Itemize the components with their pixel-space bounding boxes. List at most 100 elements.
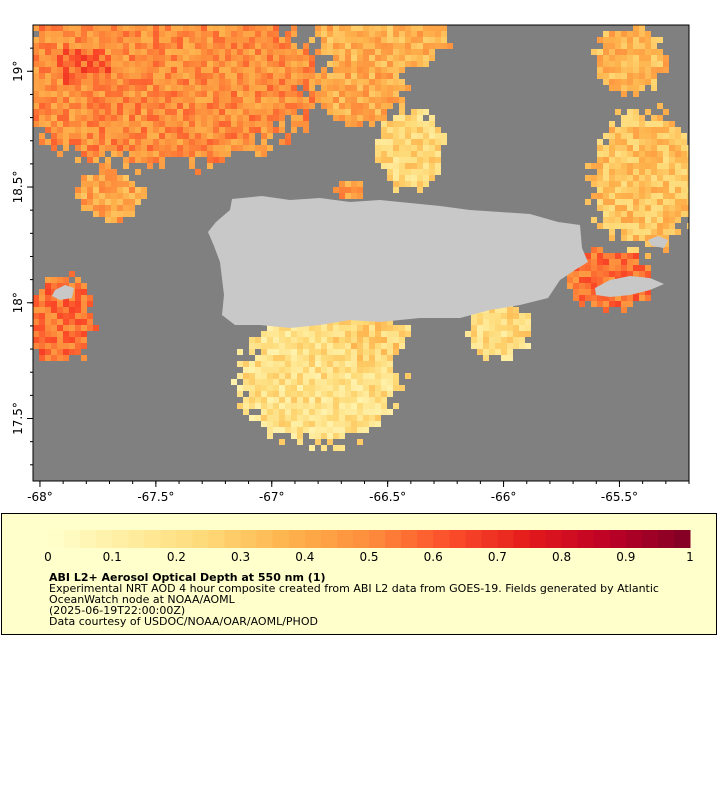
- aod-pixel: [351, 55, 357, 61]
- aod-pixel: [39, 97, 45, 103]
- aod-pixel: [285, 85, 291, 91]
- aod-pixel: [375, 91, 381, 97]
- aod-pixel: [381, 343, 387, 349]
- aod-pixel: [141, 49, 147, 55]
- aod-pixel: [93, 187, 99, 193]
- aod-pixel: [255, 91, 261, 97]
- aod-pixel: [135, 193, 141, 199]
- aod-pixel: [609, 127, 615, 133]
- aod-pixel: [387, 151, 393, 157]
- aod-pixel: [159, 139, 165, 145]
- aod-pixel: [579, 277, 585, 283]
- aod-pixel: [609, 157, 615, 163]
- aod-pixel: [111, 205, 117, 211]
- aod-pixel: [651, 127, 657, 133]
- aod-pixel: [267, 373, 273, 379]
- aod-pixel: [363, 55, 369, 61]
- aod-pixel: [639, 73, 645, 79]
- aod-pixel: [393, 79, 399, 85]
- aod-pixel: [633, 259, 639, 265]
- aod-pixel: [639, 55, 645, 61]
- aod-pixel: [63, 25, 69, 31]
- aod-pixel: [669, 229, 675, 235]
- aod-pixel: [267, 337, 273, 343]
- aod-pixel: [639, 211, 645, 217]
- aod-pixel: [345, 355, 351, 361]
- aod-pixel: [393, 73, 399, 79]
- aod-pixel: [645, 187, 651, 193]
- aod-pixel: [99, 145, 105, 151]
- aod-pixel: [645, 265, 651, 271]
- aod-pixel: [153, 97, 159, 103]
- aod-pixel: [303, 367, 309, 373]
- aod-pixel: [471, 319, 477, 325]
- aod-pixel: [309, 55, 315, 61]
- aod-pixel: [411, 139, 417, 145]
- aod-pixel: [81, 37, 87, 43]
- aod-pixel: [285, 133, 291, 139]
- aod-pixel: [663, 109, 669, 115]
- aod-pixel: [63, 145, 69, 151]
- aod-pixel: [639, 271, 645, 277]
- aod-pixel: [279, 61, 285, 67]
- aod-pixel: [369, 379, 375, 385]
- aod-pixel: [45, 355, 51, 361]
- aod-pixel: [279, 361, 285, 367]
- aod-pixel: [339, 109, 345, 115]
- aod-pixel: [423, 157, 429, 163]
- aod-pixel: [381, 49, 387, 55]
- aod-pixel: [357, 43, 363, 49]
- aod-pixel: [627, 157, 633, 163]
- aod-pixel: [87, 49, 93, 55]
- aod-pixel: [261, 349, 267, 355]
- aod-pixel: [399, 175, 405, 181]
- aod-pixel: [339, 361, 345, 367]
- aod-pixel: [369, 391, 375, 397]
- aod-pixel: [333, 73, 339, 79]
- aod-pixel: [333, 25, 339, 31]
- aod-pixel: [153, 139, 159, 145]
- aod-pixel: [183, 67, 189, 73]
- aod-pixel: [297, 397, 303, 403]
- aod-pixel: [135, 43, 141, 49]
- aod-pixel: [291, 331, 297, 337]
- aod-pixel: [117, 55, 123, 61]
- aod-pixel: [117, 49, 123, 55]
- aod-pixel: [363, 49, 369, 55]
- aod-pixel: [75, 121, 81, 127]
- aod-pixel: [375, 403, 381, 409]
- aod-pixel: [285, 415, 291, 421]
- aod-pixel: [135, 121, 141, 127]
- aod-pixel: [393, 373, 399, 379]
- aod-pixel: [429, 115, 435, 121]
- aod-pixel: [669, 151, 675, 157]
- aod-pixel: [147, 49, 153, 55]
- aod-pixel: [363, 319, 369, 325]
- aod-pixel: [627, 187, 633, 193]
- aod-pixel: [39, 337, 45, 343]
- aod-pixel: [573, 289, 579, 295]
- aod-pixel: [243, 103, 249, 109]
- aod-pixel: [123, 109, 129, 115]
- aod-pixel: [357, 415, 363, 421]
- aod-pixel: [369, 403, 375, 409]
- aod-pixel: [171, 31, 177, 37]
- aod-pixel: [309, 433, 315, 439]
- aod-pixel: [387, 385, 393, 391]
- aod-pixel: [357, 367, 363, 373]
- aod-pixel: [597, 301, 603, 307]
- aod-pixel: [411, 169, 417, 175]
- aod-pixel: [57, 139, 63, 145]
- aod-pixel: [267, 361, 273, 367]
- aod-pixel: [87, 301, 93, 307]
- aod-pixel: [675, 127, 681, 133]
- aod-pixel: [51, 295, 57, 301]
- aod-pixel: [591, 247, 597, 253]
- aod-pixel: [351, 187, 357, 193]
- aod-pixel: [243, 31, 249, 37]
- aod-pixel: [147, 31, 153, 37]
- aod-pixel: [489, 343, 495, 349]
- aod-pixel: [615, 31, 621, 37]
- aod-pixel: [645, 133, 651, 139]
- aod-pixel: [411, 157, 417, 163]
